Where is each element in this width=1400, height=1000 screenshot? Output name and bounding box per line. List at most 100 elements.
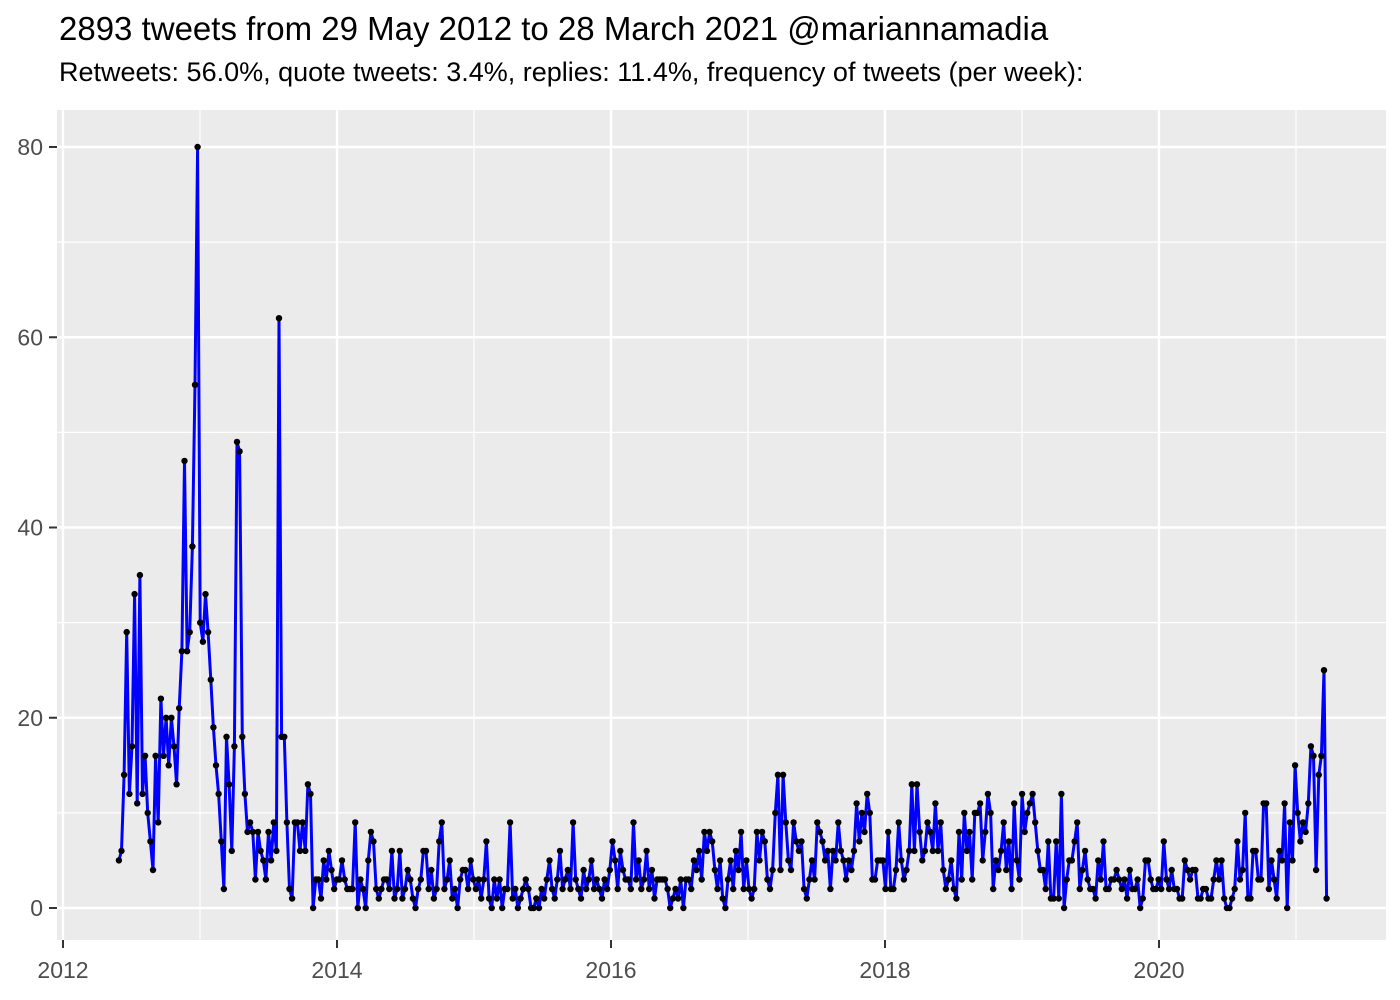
data-point — [1179, 895, 1186, 902]
data-point — [267, 857, 275, 864]
data-point — [842, 876, 850, 883]
data-point — [646, 885, 653, 893]
data-point — [790, 819, 797, 826]
data-point — [856, 838, 863, 845]
data-point — [483, 838, 490, 845]
data-point — [1042, 885, 1049, 893]
data-point — [396, 847, 403, 855]
data-point — [357, 876, 364, 883]
data-point — [428, 866, 435, 874]
data-point — [982, 828, 989, 836]
data-point — [1068, 857, 1076, 864]
data-point — [1184, 866, 1191, 874]
data-point — [990, 885, 997, 893]
data-point — [630, 819, 637, 826]
data-point — [703, 847, 711, 855]
data-point — [617, 847, 624, 855]
data-point — [246, 819, 254, 826]
data-point — [299, 819, 306, 826]
data-point — [1055, 895, 1063, 902]
data-point — [530, 904, 537, 912]
data-point — [890, 885, 897, 893]
data-point — [808, 857, 816, 864]
data-point — [304, 781, 312, 788]
data-point — [1173, 885, 1181, 893]
data-point — [706, 828, 713, 836]
data-point — [485, 895, 493, 902]
data-point — [1134, 876, 1141, 883]
data-point — [425, 885, 432, 893]
data-point — [525, 885, 532, 893]
data-point — [236, 448, 243, 455]
data-point — [1071, 838, 1078, 845]
data-point — [764, 876, 771, 883]
data-point — [443, 876, 451, 883]
data-point — [1053, 838, 1060, 845]
data-point — [204, 628, 212, 636]
data-point — [141, 752, 149, 759]
data-point — [596, 885, 603, 893]
data-point — [961, 809, 968, 817]
data-point — [1270, 876, 1278, 883]
data-point — [320, 857, 327, 864]
data-point — [270, 819, 277, 826]
data-point — [795, 847, 803, 855]
data-point — [1158, 885, 1165, 893]
data-point — [590, 885, 598, 893]
data-point — [338, 857, 346, 864]
data-point — [575, 885, 582, 893]
data-point — [139, 790, 146, 798]
data-point — [858, 809, 866, 817]
data-point — [1278, 857, 1286, 864]
data-point — [215, 790, 222, 798]
data-point — [178, 648, 186, 655]
data-point — [183, 648, 191, 655]
data-point — [157, 695, 165, 702]
x-tick-label: 2018 — [859, 957, 910, 983]
data-point — [533, 895, 540, 902]
data-point — [730, 885, 737, 893]
data-point — [1045, 838, 1052, 845]
data-point — [1218, 857, 1225, 864]
data-point — [690, 857, 698, 864]
data-point — [1294, 809, 1301, 817]
data-point — [1305, 800, 1312, 807]
data-point — [685, 876, 692, 883]
data-point — [695, 847, 703, 855]
data-point — [170, 743, 178, 750]
data-point — [716, 857, 724, 864]
data-point — [1013, 857, 1020, 864]
data-point — [588, 857, 595, 864]
data-point — [436, 838, 443, 845]
x-tick-label: 2020 — [1133, 957, 1184, 983]
data-point — [892, 866, 900, 874]
data-point — [667, 904, 674, 912]
data-point — [220, 885, 228, 893]
data-point — [391, 895, 398, 902]
data-point — [262, 876, 270, 883]
data-point — [551, 895, 558, 902]
data-point — [895, 819, 902, 826]
data-point — [885, 828, 892, 836]
data-point — [1312, 866, 1320, 874]
data-point — [1003, 866, 1010, 874]
data-point — [688, 885, 695, 893]
data-point — [766, 885, 774, 893]
data-point — [735, 866, 742, 874]
data-point — [365, 857, 372, 864]
data-point — [940, 866, 947, 874]
data-point — [352, 819, 359, 826]
data-point — [378, 885, 385, 893]
data-point — [627, 885, 634, 893]
data-point — [601, 876, 608, 883]
data-point — [924, 819, 931, 826]
data-point — [1299, 819, 1307, 826]
data-point — [394, 885, 401, 893]
data-point — [777, 866, 784, 874]
data-point — [1084, 876, 1091, 883]
data-point — [288, 895, 296, 902]
data-point — [136, 571, 144, 579]
data-point — [908, 781, 915, 788]
data-point — [307, 790, 314, 798]
data-point — [1105, 885, 1112, 893]
